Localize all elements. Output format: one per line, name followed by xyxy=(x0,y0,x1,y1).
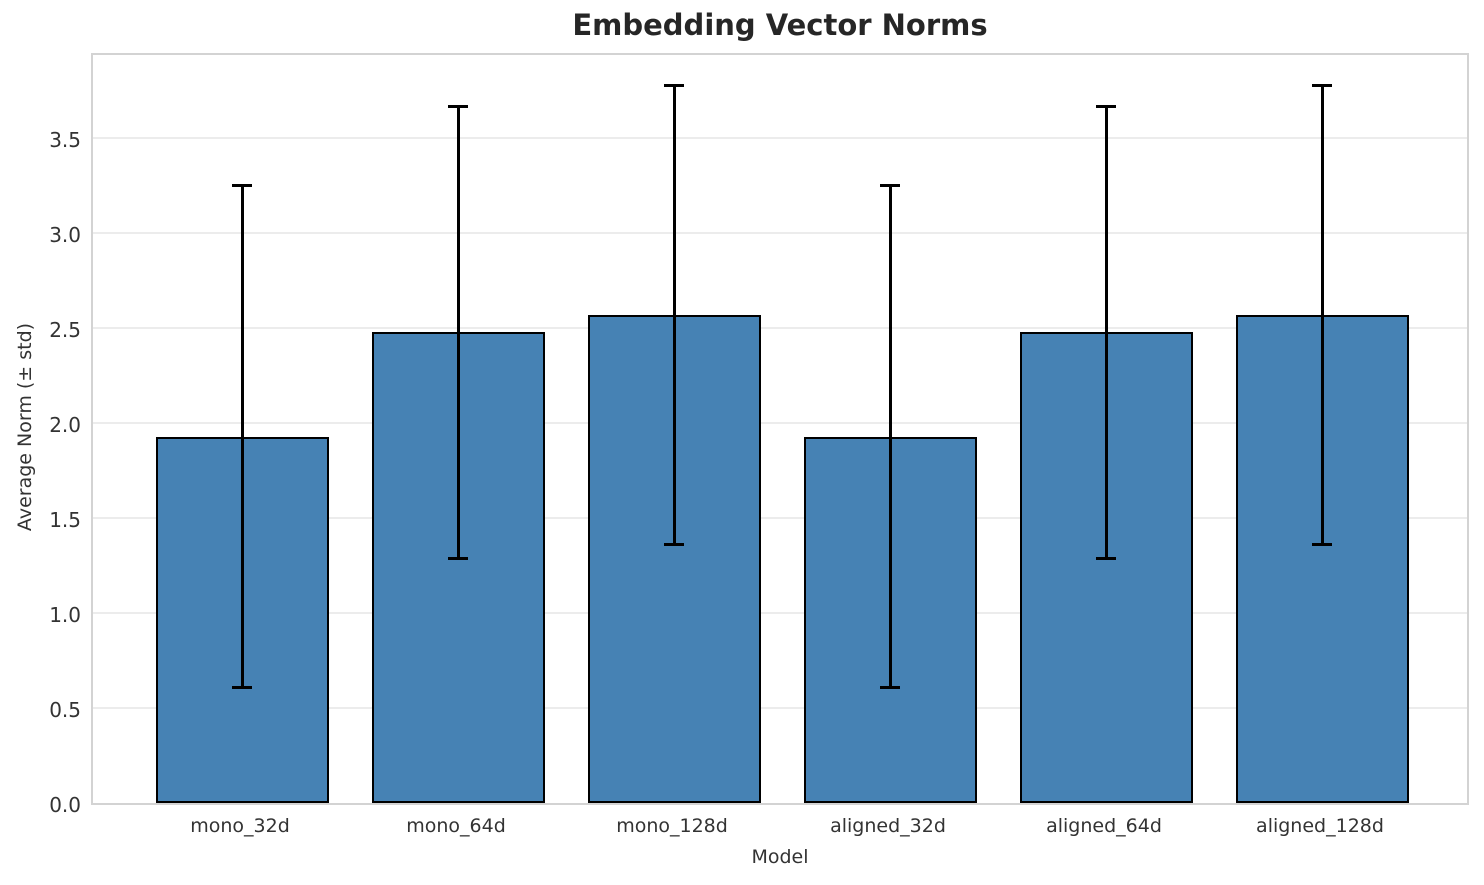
error-bar-cap-bottom xyxy=(232,685,252,689)
y-tick-label: 1.0 xyxy=(49,603,81,628)
gridline xyxy=(93,707,1467,710)
error-bar-mono_128d xyxy=(672,85,676,545)
x-tick-label: mono_64d xyxy=(406,815,506,837)
y-tick-label: 0.5 xyxy=(49,698,81,723)
error-bar-cap-top xyxy=(1096,104,1116,108)
gridline xyxy=(93,327,1467,330)
error-bar-aligned_32d xyxy=(888,185,892,688)
chart-title: Embedding Vector Norms xyxy=(572,8,988,42)
x-tick-label: aligned_32d xyxy=(830,815,946,837)
gridline xyxy=(93,232,1467,235)
plot-area xyxy=(91,53,1469,805)
y-tick-label: 2.5 xyxy=(49,318,81,343)
gridline xyxy=(93,137,1467,140)
error-bar-cap-bottom xyxy=(664,543,684,547)
error-bar-cap-top xyxy=(232,184,252,188)
y-tick-label: 0.0 xyxy=(49,793,81,817)
error-bar-cap-top xyxy=(448,104,468,108)
y-tick-label: 3.5 xyxy=(49,128,81,153)
error-bar-cap-top xyxy=(664,83,684,87)
y-tick-label: 3.0 xyxy=(49,223,81,248)
x-tick-label: mono_32d xyxy=(190,815,290,837)
error-bar-aligned_128d xyxy=(1320,85,1324,545)
x-tick-label: aligned_128d xyxy=(1256,815,1384,837)
x-axis-label: Model xyxy=(751,846,809,868)
y-tick-label: 1.5 xyxy=(49,508,81,533)
gridline xyxy=(93,517,1467,520)
gridline xyxy=(93,422,1467,425)
error-bar-mono_32d xyxy=(240,185,244,688)
x-tick-label: mono_128d xyxy=(616,815,728,837)
error-bar-cap-bottom xyxy=(1096,556,1116,560)
y-tick-label: 2.0 xyxy=(49,413,81,438)
error-bar-aligned_64d xyxy=(1104,106,1108,559)
x-tick-label: aligned_64d xyxy=(1046,815,1162,837)
error-bar-cap-bottom xyxy=(1312,543,1332,547)
error-bar-cap-bottom xyxy=(880,685,900,689)
error-bar-cap-bottom xyxy=(448,556,468,560)
error-bar-cap-top xyxy=(880,184,900,188)
error-bar-mono_64d xyxy=(456,106,460,559)
error-bar-cap-top xyxy=(1312,83,1332,87)
gridline xyxy=(93,612,1467,615)
